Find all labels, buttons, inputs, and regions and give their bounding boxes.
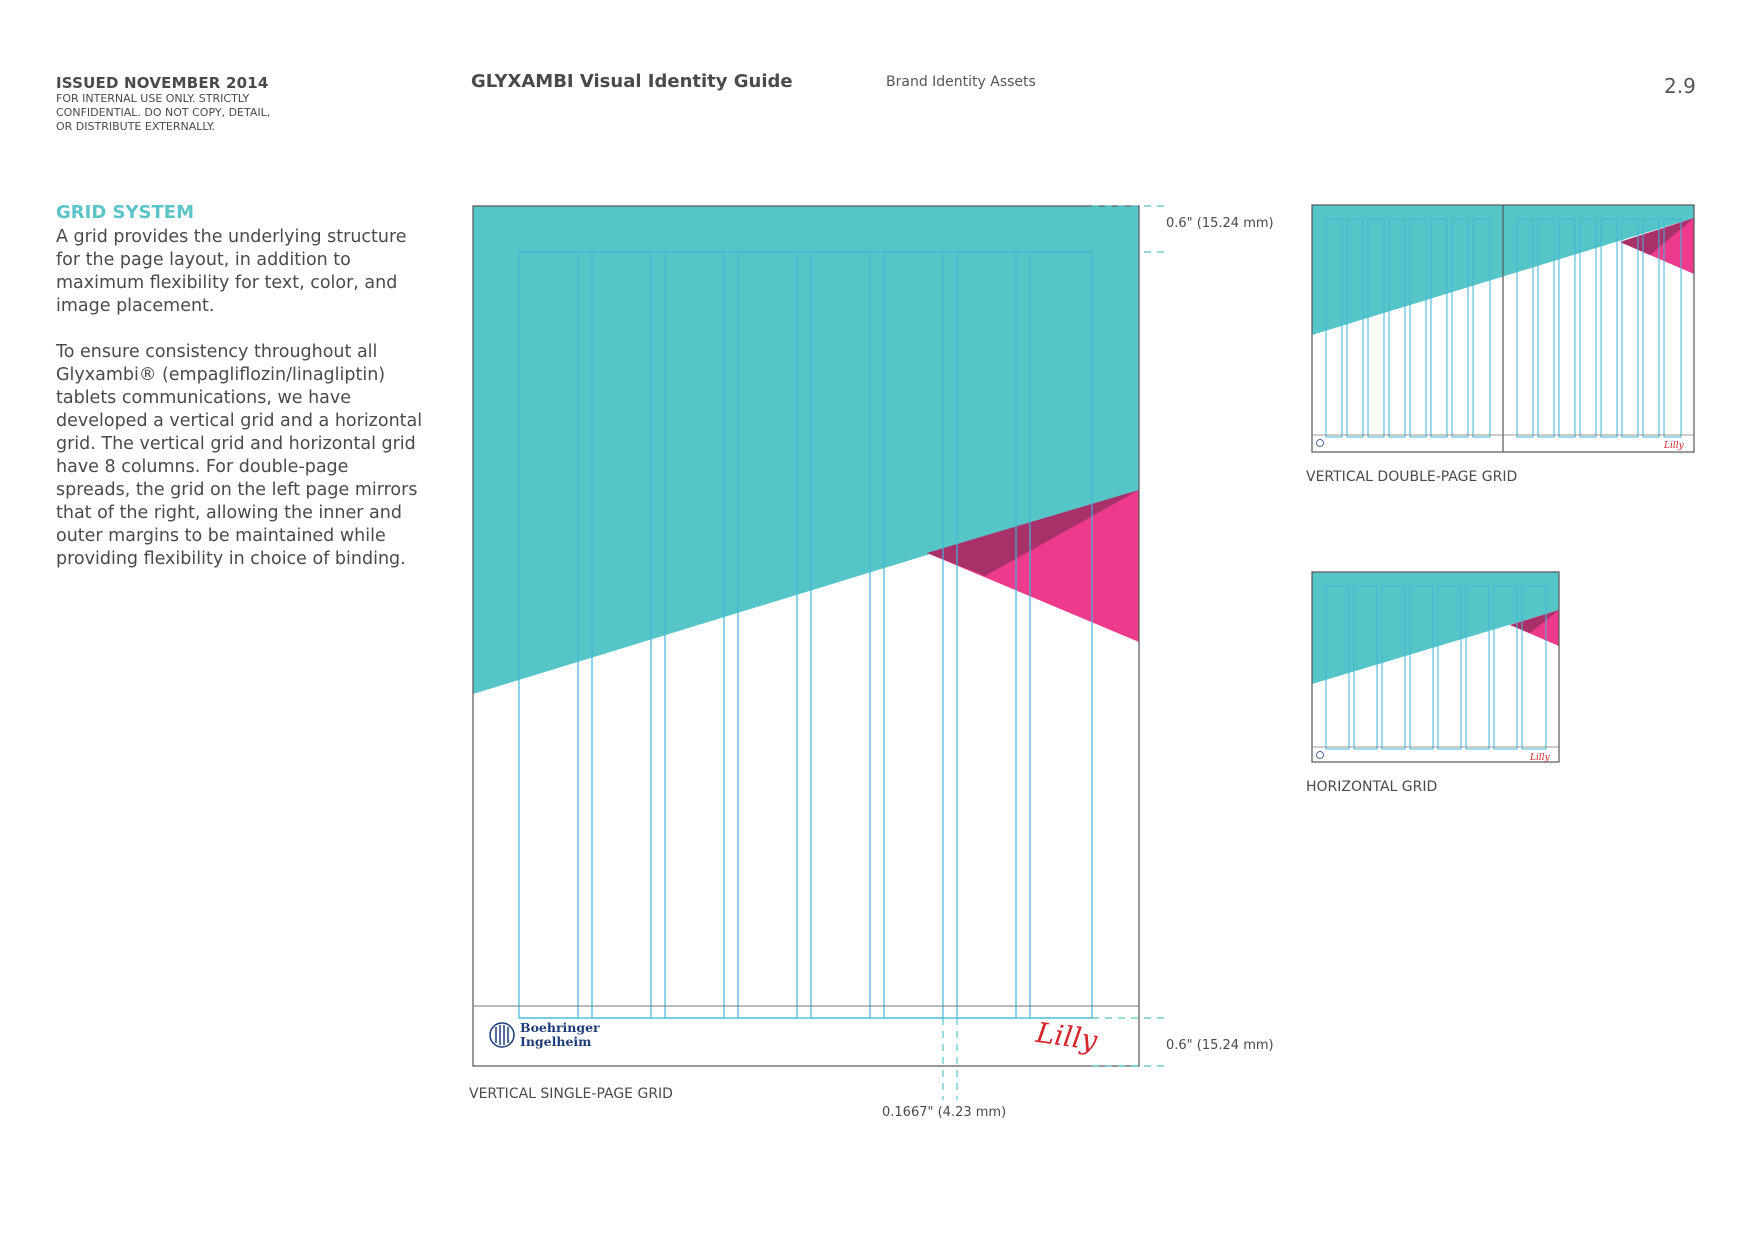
- page-number: 2.9: [1664, 74, 1696, 98]
- double-page-caption: VERTICAL DOUBLE-PAGE GRID: [1306, 469, 1518, 485]
- section-name: Brand Identity Assets: [886, 74, 1036, 90]
- document-title: GLYXAMBI Visual Identity Guide: [471, 71, 793, 92]
- bottom-margin-label: 0.6" (15.24 mm): [1166, 1038, 1274, 1053]
- double-bi-mark: [1316, 439, 1324, 447]
- grid-description: A grid provides the underlying structure…: [56, 226, 428, 594]
- grid-system-heading: GRID SYSTEM: [56, 202, 194, 223]
- confidential-notice: FOR INTERNAL USE ONLY. STRICTLY CONFIDEN…: [56, 92, 271, 133]
- magenta-triangle: [927, 490, 1139, 642]
- horizontal-bi-mark: [1316, 751, 1324, 759]
- plum-triangle: [927, 490, 1139, 576]
- single-page-caption: VERTICAL SINGLE-PAGE GRID: [469, 1086, 673, 1102]
- gutter-label: 0.1667" (4.23 mm): [882, 1105, 1007, 1120]
- top-margin-label: 0.6" (15.24 mm): [1166, 216, 1274, 231]
- dimension-dashes: [942, 205, 1168, 1100]
- double-lilly-mark: Lilly: [1663, 441, 1685, 451]
- paragraph-intro: A grid provides the underlying structure…: [56, 227, 407, 316]
- single-page-outline: [472, 205, 1140, 1067]
- paragraph-detail: To ensure consistency throughout all Gly…: [56, 342, 423, 569]
- boehringer-logo-text: Boehringer Ingelheim: [520, 1021, 600, 1049]
- boehringer-line-2: Ingelheim: [520, 1034, 592, 1049]
- boehringer-logo-mark: [489, 1022, 515, 1048]
- horizontal-grid-caption: HORIZONTAL GRID: [1306, 779, 1438, 795]
- boehringer-line-1: Boehringer: [520, 1020, 600, 1035]
- issued-date: ISSUED NOVEMBER 2014: [56, 74, 269, 92]
- teal-shape: [473, 206, 1139, 694]
- grid-columns: [518, 251, 1093, 1019]
- horizontal-lilly-mark: Lilly: [1529, 753, 1551, 763]
